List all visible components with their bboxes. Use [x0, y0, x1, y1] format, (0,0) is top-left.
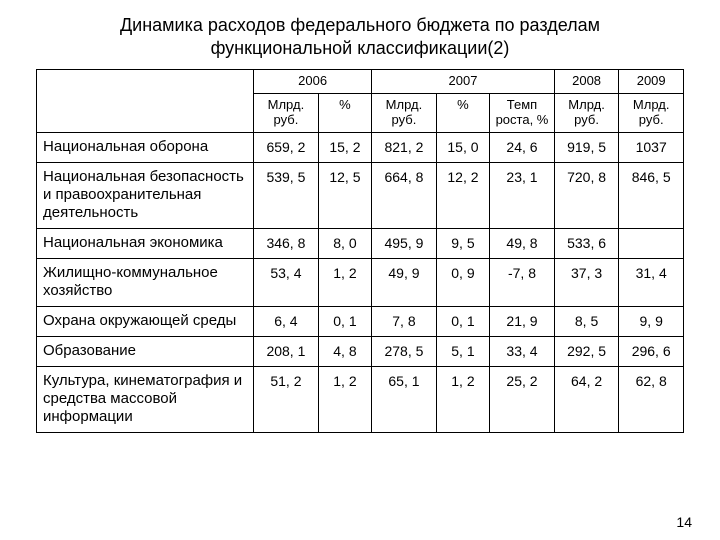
- table-cell: 33, 4: [490, 336, 555, 366]
- year-header: 2006: [254, 70, 372, 94]
- table-row: Национальная оборона 659, 2 15, 2 821, 2…: [37, 132, 684, 162]
- table-cell: 49, 9: [372, 258, 437, 306]
- sub-header: %: [318, 93, 371, 132]
- table-cell: 4, 8: [318, 336, 371, 366]
- table-body: Национальная оборона 659, 2 15, 2 821, 2…: [37, 132, 684, 432]
- table-cell: 12, 2: [436, 162, 489, 228]
- sub-header: Млрд. руб.: [619, 93, 684, 132]
- table-row: Жилищно-коммунальное хозяйство 53, 4 1, …: [37, 258, 684, 306]
- table-cell: 64, 2: [554, 366, 619, 432]
- row-label: Жилищно-коммунальное хозяйство: [37, 258, 254, 306]
- table-cell: 8, 0: [318, 228, 371, 258]
- table-cell: 31, 4: [619, 258, 684, 306]
- table-row: Национальная безопасность и правоохранит…: [37, 162, 684, 228]
- table-cell: 1, 2: [436, 366, 489, 432]
- table-cell: 6, 4: [254, 306, 319, 336]
- table-cell: 0, 1: [318, 306, 371, 336]
- table-cell: 1, 2: [318, 258, 371, 306]
- table-cell: 24, 6: [490, 132, 555, 162]
- table-cell: 62, 8: [619, 366, 684, 432]
- table-cell: -7, 8: [490, 258, 555, 306]
- table-row: Культура, кинематография и средства масс…: [37, 366, 684, 432]
- table-cell: 539, 5: [254, 162, 319, 228]
- row-label: Национальная экономика: [37, 228, 254, 258]
- table-cell: 37, 3: [554, 258, 619, 306]
- table-cell: 8, 5: [554, 306, 619, 336]
- table-cell: 53, 4: [254, 258, 319, 306]
- year-header: 2008: [554, 70, 619, 94]
- table-row: Образование 208, 1 4, 8 278, 5 5, 1 33, …: [37, 336, 684, 366]
- table-cell: 846, 5: [619, 162, 684, 228]
- sub-header: Млрд. руб.: [254, 93, 319, 132]
- table-cell: 0, 1: [436, 306, 489, 336]
- table-cell: [619, 228, 684, 258]
- table-cell: 65, 1: [372, 366, 437, 432]
- table-cell: 5, 1: [436, 336, 489, 366]
- row-label: Национальная безопасность и правоохранит…: [37, 162, 254, 228]
- table-cell: 296, 6: [619, 336, 684, 366]
- table-cell: 821, 2: [372, 132, 437, 162]
- table-cell: 278, 5: [372, 336, 437, 366]
- sub-header: %: [436, 93, 489, 132]
- table-cell: 1, 2: [318, 366, 371, 432]
- table-cell: 346, 8: [254, 228, 319, 258]
- table-cell: 25, 2: [490, 366, 555, 432]
- page-title: Динамика расходов федерального бюджета п…: [80, 14, 640, 59]
- table-cell: 15, 0: [436, 132, 489, 162]
- row-label: Национальная оборона: [37, 132, 254, 162]
- sub-header: Млрд. руб.: [554, 93, 619, 132]
- table-cell: 919, 5: [554, 132, 619, 162]
- table-cell: 51, 2: [254, 366, 319, 432]
- table-cell: 292, 5: [554, 336, 619, 366]
- table-header-row-years: 2006 2007 2008 2009: [37, 70, 684, 94]
- table-cell: 49, 8: [490, 228, 555, 258]
- table-corner-cell: [37, 70, 254, 133]
- budget-table: 2006 2007 2008 2009 Млрд. руб. % Млрд. р…: [36, 69, 684, 433]
- table-cell: 9, 9: [619, 306, 684, 336]
- table-cell: 15, 2: [318, 132, 371, 162]
- table-cell: 9, 5: [436, 228, 489, 258]
- table-cell: 659, 2: [254, 132, 319, 162]
- year-header: 2009: [619, 70, 684, 94]
- table-cell: 0, 9: [436, 258, 489, 306]
- page-number: 14: [676, 514, 692, 530]
- row-label: Образование: [37, 336, 254, 366]
- table-cell: 720, 8: [554, 162, 619, 228]
- row-label: Культура, кинематография и средства масс…: [37, 366, 254, 432]
- table-cell: 1037: [619, 132, 684, 162]
- table-cell: 12, 5: [318, 162, 371, 228]
- table-row: Охрана окружающей среды 6, 4 0, 1 7, 8 0…: [37, 306, 684, 336]
- table-cell: 208, 1: [254, 336, 319, 366]
- sub-header: Млрд. руб.: [372, 93, 437, 132]
- sub-header: Темп роста, %: [490, 93, 555, 132]
- table-cell: 664, 8: [372, 162, 437, 228]
- slide-page: Динамика расходов федерального бюджета п…: [0, 0, 720, 540]
- table-cell: 23, 1: [490, 162, 555, 228]
- table-row: Национальная экономика 346, 8 8, 0 495, …: [37, 228, 684, 258]
- table-cell: 533, 6: [554, 228, 619, 258]
- table-cell: 7, 8: [372, 306, 437, 336]
- table-cell: 21, 9: [490, 306, 555, 336]
- row-label: Охрана окружающей среды: [37, 306, 254, 336]
- table-cell: 495, 9: [372, 228, 437, 258]
- year-header: 2007: [372, 70, 555, 94]
